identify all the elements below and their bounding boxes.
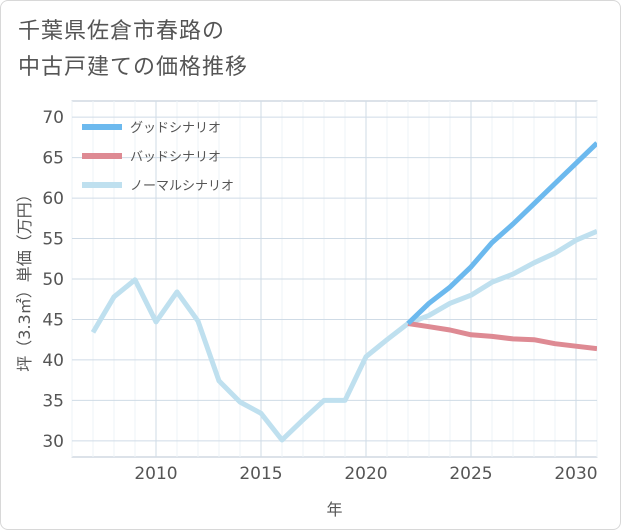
y-tick-label: 35 <box>42 391 64 411</box>
x-tick-label: 2015 <box>239 464 282 484</box>
y-tick-label: 45 <box>42 310 64 330</box>
y-tick-label: 50 <box>42 270 64 290</box>
y-tick-label: 70 <box>42 108 64 128</box>
x-tick-label: 2010 <box>134 464 177 484</box>
x-tick-label: 2030 <box>554 464 597 484</box>
good-scenario-line <box>406 141 597 326</box>
y-tick-label: 65 <box>42 149 64 169</box>
y-tick-label: 30 <box>42 432 64 452</box>
legend-good-label: グッドシナリオ <box>130 121 221 136</box>
x-tick-label: 2025 <box>449 464 492 484</box>
y-tick-label: 55 <box>42 230 64 250</box>
x-tick-label: 2020 <box>344 464 387 484</box>
y-axis-label: 坪（3.3㎡）単価（万円） <box>15 186 34 371</box>
normal-scenario-line <box>90 228 597 443</box>
chart-title-line-1: 千葉県佐倉市春路の <box>18 19 226 44</box>
x-axis-label: 年 <box>326 500 342 519</box>
bad-scenario-line <box>407 321 597 352</box>
legend-normal-label: ノーマルシナリオ <box>130 179 234 194</box>
chart-title: 千葉県佐倉市春路の 中古戸建ての価格推移 <box>18 14 248 86</box>
chart-title-line-2: 中古戸建ての価格推移 <box>18 55 249 80</box>
y-tick-label: 60 <box>42 189 64 209</box>
y-tick-label: 40 <box>42 351 64 371</box>
legend-bad-label: バッドシナリオ <box>130 150 221 165</box>
